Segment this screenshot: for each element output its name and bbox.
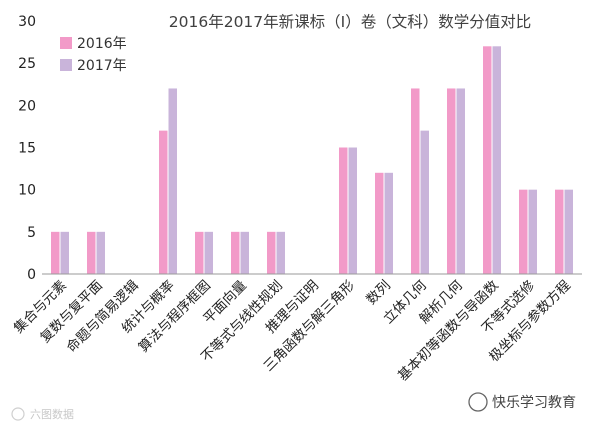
bar-2017-12 [492, 46, 501, 274]
bar-2016-4 [195, 231, 204, 274]
bar-2017-13 [528, 189, 537, 274]
legend: 2016年 2017年 [60, 36, 127, 74]
y-tick-label: 10 [18, 183, 36, 199]
bars [51, 46, 573, 274]
bar-2016-10 [411, 88, 420, 274]
bar-2017-8 [348, 147, 357, 274]
legend-label: 2016年 [77, 36, 127, 52]
x-axis-labels: 集合与元素复数与复平面命题与简易逻辑统计与概率算法与程序框图平面向量不等式与线性… [11, 276, 574, 384]
bar-2017-10 [420, 130, 429, 274]
y-tick-label: 25 [18, 56, 36, 72]
bar-2016-11 [447, 88, 456, 274]
weibo-icon [11, 407, 25, 421]
bar-2016-3 [159, 130, 168, 274]
watermark-left-text: 六图数据 [30, 407, 74, 421]
bar-2016-12 [483, 46, 492, 274]
watermark-right-text: 快乐学习教育 [492, 395, 576, 411]
bar-2017-3 [168, 88, 177, 274]
bar-2016-5 [231, 231, 240, 274]
y-tick-label: 30 [18, 14, 36, 30]
y-tick-label: 15 [18, 141, 36, 157]
y-tick-label: 20 [18, 98, 36, 114]
legend-label: 2017年 [77, 58, 127, 74]
bar-2016-9 [375, 172, 384, 274]
watermark-left: 六图数据 [11, 407, 74, 421]
bar-2017-14 [564, 189, 573, 274]
legend-swatch [60, 37, 72, 49]
chart-title: 2016年2017年新课标（Ⅰ）卷（文科）数学分值对比 [169, 13, 531, 31]
y-axis: 0 5 10 15 20 25 30 [18, 14, 36, 283]
bar-2017-4 [204, 231, 213, 274]
bar-2016-13 [519, 189, 528, 274]
legend-swatch [60, 59, 72, 71]
watermark-right: 快乐学习教育 [468, 392, 576, 412]
bar-2016-6 [267, 231, 276, 274]
bar-2016-0 [51, 231, 60, 274]
bar-2016-1 [87, 231, 96, 274]
bar-2017-0 [60, 231, 69, 274]
bar-2017-6 [276, 231, 285, 274]
bar-2017-9 [384, 172, 393, 274]
wechat-icon [468, 392, 488, 412]
bar-2016-14 [555, 189, 564, 274]
y-tick-label: 5 [27, 225, 36, 241]
x-tick-label: 数列 [363, 278, 393, 308]
bar-2017-1 [96, 231, 105, 274]
bar-2016-8 [339, 147, 348, 274]
bar-2017-11 [456, 88, 465, 274]
bar-2017-5 [240, 231, 249, 274]
y-tick-label: 0 [27, 267, 36, 283]
